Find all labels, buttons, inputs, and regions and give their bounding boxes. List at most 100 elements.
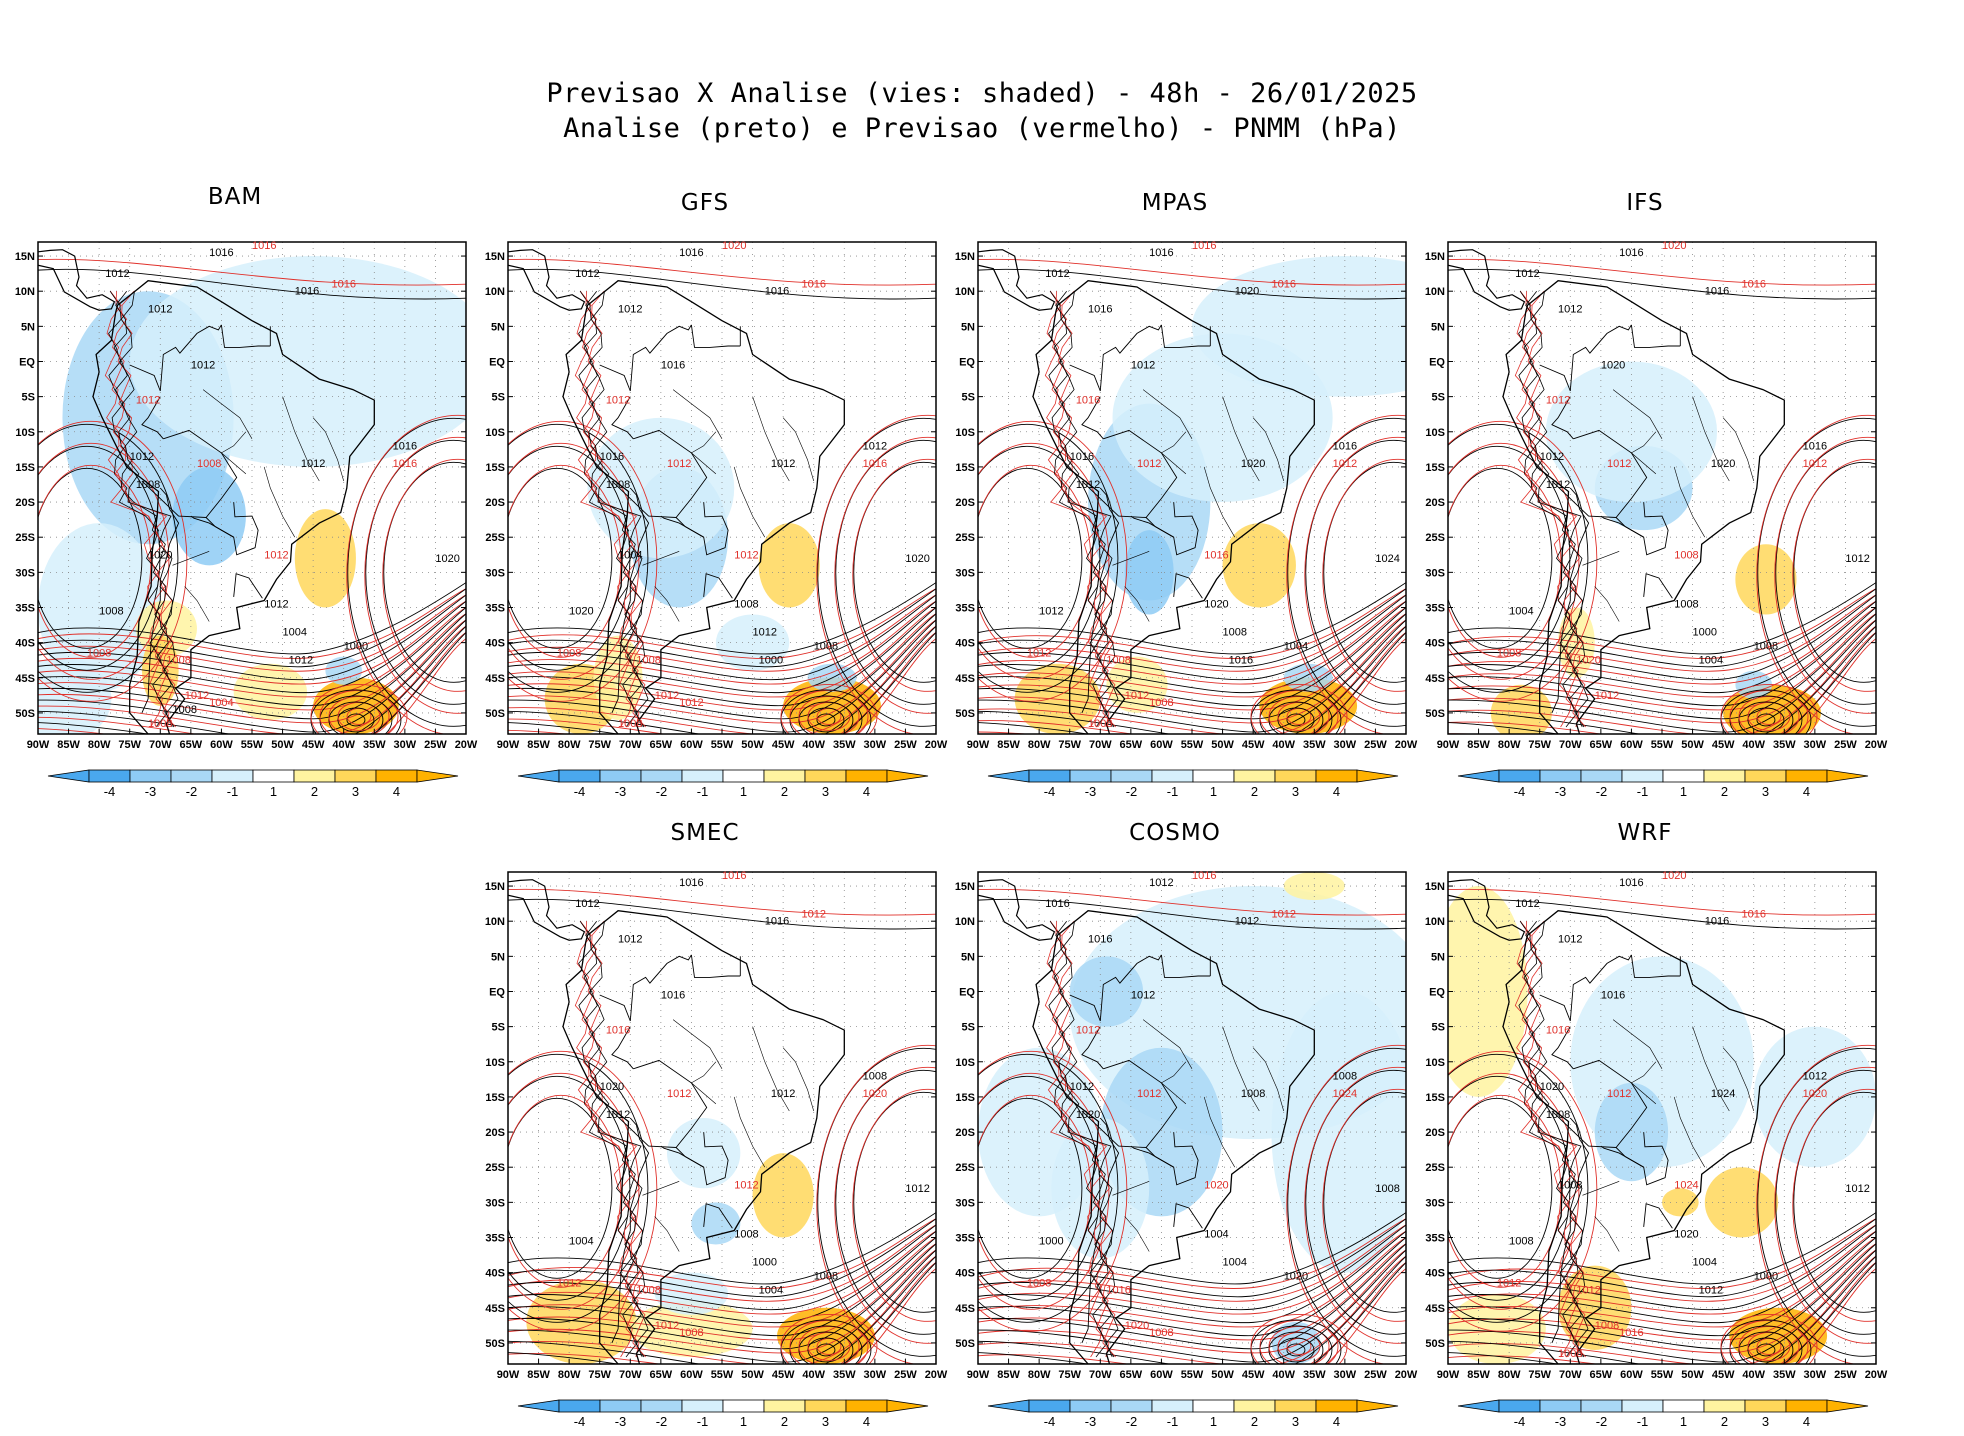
country-border bbox=[660, 515, 704, 538]
lat-tick-label: 30S bbox=[1425, 1197, 1445, 1209]
colorbar-label: -3 bbox=[145, 784, 157, 799]
andes-isobar bbox=[113, 290, 175, 728]
lon-tick-label: 65W bbox=[650, 1369, 673, 1381]
contour-label-analysis: 1008 bbox=[1558, 1179, 1582, 1191]
isobar-forecast bbox=[1448, 1236, 1876, 1328]
andes-isobar bbox=[119, 291, 179, 728]
state-border bbox=[782, 1047, 814, 1112]
andes-isobar bbox=[1518, 920, 1578, 1358]
isobar-analysis bbox=[508, 1262, 936, 1364]
lat-tick-label: 35S bbox=[955, 602, 975, 614]
isobar-high-analysis bbox=[1775, 1069, 1876, 1335]
lat-tick-label: 50S bbox=[955, 708, 975, 720]
colorbar-label: 2 bbox=[781, 1414, 788, 1429]
isobar-high-forecast bbox=[508, 1050, 658, 1332]
isobar-forecast bbox=[1448, 600, 1876, 685]
coastline-south-america bbox=[1502, 280, 1785, 734]
lon-tick-label: 90W bbox=[497, 1369, 520, 1381]
isobar-forecast bbox=[508, 1224, 936, 1302]
colorbar-label: 1 bbox=[740, 1414, 747, 1429]
contour-label-forecast: 1012 bbox=[1607, 1088, 1631, 1100]
coastline-central-america bbox=[978, 879, 1056, 941]
contour-label-forecast: 1016 bbox=[1076, 395, 1100, 407]
lat-tick-label: 40S bbox=[15, 638, 35, 650]
contour-label-forecast: 1008 bbox=[636, 655, 660, 667]
colorbar-swatch-pos3 bbox=[1274, 1399, 1317, 1413]
isobar-high-analysis bbox=[1305, 439, 1406, 705]
lat-tick-label: EQ bbox=[959, 356, 975, 368]
lon-tick-label: 20W bbox=[925, 1369, 948, 1381]
isobar-forecast bbox=[508, 1249, 936, 1354]
isobar-high-forecast bbox=[1792, 1088, 1876, 1322]
isobar-high-analysis bbox=[978, 467, 1083, 649]
andes-isobar bbox=[1529, 291, 1589, 728]
isobar-forecast bbox=[1448, 1224, 1876, 1302]
lat-tick-label: 10S bbox=[1425, 427, 1445, 439]
state-border bbox=[220, 431, 247, 475]
lat-tick-label: 45S bbox=[485, 1303, 505, 1315]
isobar-high-analysis bbox=[853, 461, 936, 683]
colorbar-swatch-pos2 bbox=[293, 769, 336, 783]
contour-label-forecast: 1008 bbox=[1106, 655, 1130, 667]
contour-label-analysis: 1012 bbox=[1515, 268, 1539, 280]
state-border bbox=[1594, 586, 1620, 622]
lat-tick-label: 45S bbox=[1425, 673, 1445, 685]
lon-tick-label: 90W bbox=[1437, 739, 1460, 751]
contour-label-forecast: 1020 bbox=[1204, 1179, 1228, 1191]
colorbar-label: 4 bbox=[1803, 784, 1810, 799]
lon-tick-label: 70W bbox=[149, 739, 172, 751]
country-border bbox=[599, 324, 692, 392]
lon-tick-label: 80W bbox=[1028, 739, 1051, 751]
contour-label-analysis: 1012 bbox=[1803, 1070, 1827, 1082]
lon-tick-label: 55W bbox=[711, 739, 734, 751]
colorbar-label: -2 bbox=[1596, 784, 1608, 799]
andes-isobar bbox=[1048, 920, 1108, 1358]
lon-tick-label: 75W bbox=[588, 739, 611, 751]
contour-label-forecast: 1012 bbox=[264, 549, 288, 561]
lon-tick-label: 30W bbox=[1334, 739, 1357, 751]
country-border bbox=[233, 573, 263, 599]
chart-panel-wrf: WRF 15N 10N 5N EQ 5S 10S 15S 20S 25S 30S 35S 40S 45S 5… bbox=[1410, 820, 1888, 1429]
contour-label-forecast: 1012 bbox=[1497, 1278, 1521, 1290]
isobar-forecast bbox=[978, 1218, 1406, 1289]
lat-tick-label: 20S bbox=[485, 497, 505, 509]
contour-label-analysis: 1016 bbox=[1333, 440, 1357, 452]
state-border bbox=[672, 1019, 723, 1069]
andes-isobar bbox=[574, 290, 633, 728]
contour-label-analysis: 1000 bbox=[1693, 627, 1717, 639]
colorbar-swatch-pos1 bbox=[252, 769, 295, 783]
contour-label-analysis: 1012 bbox=[1699, 1285, 1723, 1297]
lat-tick-label: 10N bbox=[955, 286, 975, 298]
lat-tick-label: 15N bbox=[485, 881, 505, 893]
bias-shade-neg1 bbox=[1192, 256, 1406, 397]
bias-shade-pos3 bbox=[752, 1153, 814, 1238]
bias-shade-pos3 bbox=[294, 509, 356, 608]
andes-isobar bbox=[1059, 921, 1119, 1358]
lat-tick-label: 45S bbox=[15, 673, 35, 685]
isobar-forecast bbox=[978, 606, 1406, 698]
lat-tick-label: 5N bbox=[961, 951, 975, 963]
lat-tick-label: EQ bbox=[1429, 356, 1445, 368]
colorbar-swatch-pos4 bbox=[1785, 769, 1828, 783]
colorbar-swatch-pos1 bbox=[722, 1399, 765, 1413]
andes-isobar bbox=[108, 290, 168, 728]
contour-label-analysis: 1016 bbox=[209, 247, 233, 259]
lon-tick-label: 65W bbox=[180, 739, 203, 751]
contour-label-analysis: 1008 bbox=[1509, 1236, 1533, 1248]
isobar-high-forecast bbox=[1792, 458, 1876, 692]
contour-label-forecast: 1016 bbox=[1741, 909, 1765, 921]
contour-label-analysis: 1012 bbox=[1845, 553, 1869, 565]
lon-tick-label: 65W bbox=[1590, 739, 1613, 751]
state-border bbox=[1124, 1216, 1150, 1252]
contour-label-analysis: 1016 bbox=[765, 916, 789, 928]
contour-label-forecast: 1012 bbox=[1125, 690, 1149, 702]
contour-label-analysis: 1004 bbox=[759, 1285, 783, 1297]
contour-label-forecast: 1016 bbox=[1204, 549, 1228, 561]
lat-tick-label: 10S bbox=[485, 427, 505, 439]
isobar-high-forecast bbox=[1448, 442, 1580, 680]
contour-label-analysis: 1004 bbox=[569, 1236, 593, 1248]
isobar-high-analysis bbox=[817, 417, 936, 727]
andes-isobar bbox=[1518, 290, 1578, 728]
contour-label-analysis: 1016 bbox=[1088, 933, 1112, 945]
contour-label-forecast: 1012 bbox=[185, 690, 209, 702]
